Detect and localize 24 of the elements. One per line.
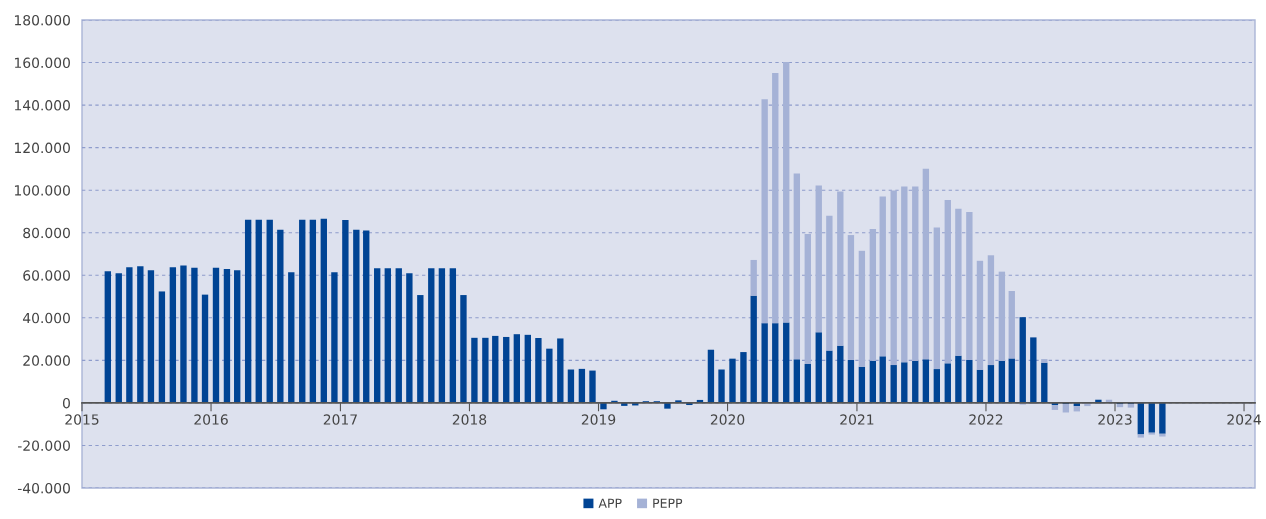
x-tick-label: 2015 xyxy=(65,414,99,425)
x-tick-label: 2023 xyxy=(1098,414,1132,425)
legend-label: PEPP xyxy=(653,498,683,508)
y-tick-label: 180.000 xyxy=(14,14,70,26)
x-tick-label: 2016 xyxy=(194,414,228,425)
y-tick-label: 120.000 xyxy=(14,142,70,154)
y-tick-label: 80.000 xyxy=(23,227,70,239)
y-tick-label: 60.000 xyxy=(23,270,70,281)
y-tick-label: 20.000 xyxy=(23,355,70,366)
y-tick-label: -40.000 xyxy=(17,482,70,494)
x-tick-label: 2021 xyxy=(840,414,874,425)
x-tick-label: 2019 xyxy=(581,414,616,425)
y-tick-label: 160.000 xyxy=(14,57,70,69)
x-tick-label: 2017 xyxy=(323,414,357,425)
x-tick-label: 2024 xyxy=(1227,414,1261,425)
y-tick-label: -20.000 xyxy=(17,440,70,451)
x-tick-label: 2022 xyxy=(969,414,1003,425)
y-tick-label: 40.000 xyxy=(22,312,70,324)
x-tick-label: 2018 xyxy=(452,414,487,425)
y-tick-label: 0 xyxy=(62,397,70,409)
legend-label: APP xyxy=(598,498,622,508)
y-tick-label: 140.000 xyxy=(14,100,70,111)
x-tick-label: 2020 xyxy=(710,414,745,425)
y-tick-label: 100.000 xyxy=(14,185,70,196)
